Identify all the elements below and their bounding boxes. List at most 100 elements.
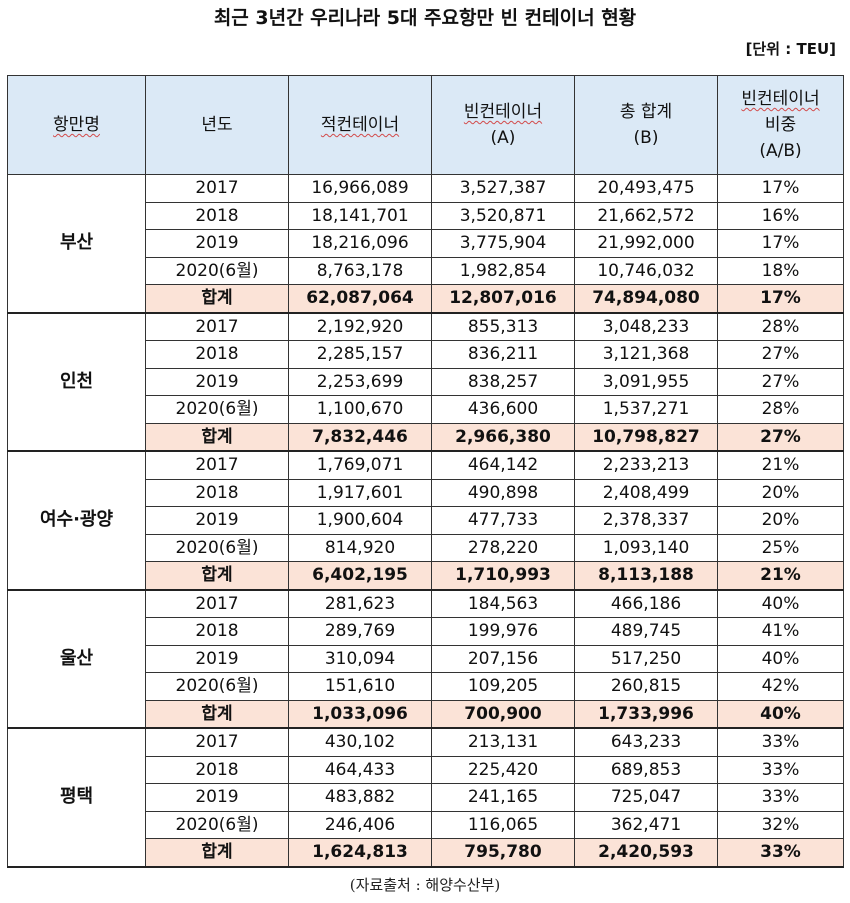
total-cell: 260,815 (574, 672, 718, 701)
table-row: 인천 2017 2,192,920 855,313 3,048,233 28% (7, 312, 844, 452)
full-cell: 18,141,701 (288, 201, 432, 230)
table-total-row: 합계 62,087,064 12,807,016 74,894,080 17% (8, 284, 844, 314)
empty-cell: 278,220 (431, 533, 575, 562)
total-cell: 3,048,233 (574, 312, 718, 341)
empty-cell: 199,976 (431, 617, 575, 646)
full-cell: 8,763,178 (288, 256, 432, 285)
ratio-cell: 16% (717, 201, 844, 230)
table-body: 부산 2017 16,966,089 3,527,387 20,493,475 17% 20… (7, 174, 844, 868)
year-cell: 2018 (145, 617, 289, 646)
empty-cell: 477,733 (431, 506, 575, 535)
ratio-cell: 42% (717, 672, 844, 701)
total-cell: 1,733,996 (574, 699, 718, 729)
total-cell: 8,113,188 (574, 561, 718, 591)
header-total: 총 합계 (B) (574, 75, 718, 175)
total-cell: 74,894,080 (574, 284, 718, 314)
empty-cell: 838,257 (431, 367, 575, 396)
ratio-cell: 20% (717, 478, 844, 507)
total-cell: 3,121,368 (574, 340, 718, 369)
total-cell: 1,093,140 (574, 533, 718, 562)
full-cell: 2,253,699 (288, 367, 432, 396)
table-row: 2018 1,917,601 490,898 2,408,499 20% (8, 478, 844, 507)
empty-cell: 2,966,380 (431, 422, 575, 452)
year-cell: 2018 (145, 340, 289, 369)
year-cell: 2019 (145, 644, 289, 673)
year-cell: 2019 (145, 506, 289, 535)
full-cell: 6,402,195 (288, 561, 432, 591)
full-cell: 18,216,096 (288, 229, 432, 258)
header-port: 항만명 (7, 75, 146, 175)
total-cell: 725,047 (574, 783, 718, 812)
empty-cell: 464,142 (431, 450, 575, 480)
year-cell: 합계 (145, 838, 289, 868)
header-full: 적컨테이너 (288, 75, 432, 175)
empty-cell: 436,600 (431, 395, 575, 424)
empty-cell: 1,710,993 (431, 561, 575, 591)
year-cell: 2020(6월) (145, 256, 289, 285)
port-name-cell: 평택 (7, 727, 146, 868)
ratio-cell: 21% (717, 450, 844, 480)
table-total-row: 합계 1,033,096 700,900 1,733,996 40% (8, 699, 844, 729)
full-cell: 7,832,446 (288, 422, 432, 452)
empty-cell: 700,900 (431, 699, 575, 729)
year-cell: 합계 (145, 422, 289, 452)
ratio-cell: 28% (717, 312, 844, 341)
year-cell: 합계 (145, 699, 289, 729)
table-total-row: 합계 6,402,195 1,710,993 8,113,188 21% (8, 561, 844, 591)
total-cell: 3,091,955 (574, 367, 718, 396)
full-cell: 1,917,601 (288, 478, 432, 507)
source-note: (자료출처 : 해양수산부) (349, 876, 501, 894)
empty-cell: 116,065 (431, 810, 575, 839)
empty-cell: 3,520,871 (431, 201, 575, 230)
year-cell: 2017 (145, 589, 289, 618)
empty-cell: 109,205 (431, 672, 575, 701)
full-cell: 1,769,071 (288, 450, 432, 480)
table-row: 2018 464,433 225,420 689,853 33% (8, 755, 844, 784)
year-cell: 2019 (145, 783, 289, 812)
ratio-cell: 33% (717, 727, 844, 757)
ratio-cell: 33% (717, 838, 844, 868)
table-row: 2019 483,882 241,165 725,047 33% (8, 783, 844, 812)
full-cell: 16,966,089 (288, 174, 432, 203)
full-cell: 246,406 (288, 810, 432, 839)
year-cell: 합계 (145, 561, 289, 591)
full-cell: 310,094 (288, 644, 432, 673)
total-cell: 10,798,827 (574, 422, 718, 452)
header-row: 항만명 년도 적컨테이너 빈컨테이너 (A) 총 합계 (B) 빈컨테이너 비중 (A/… (7, 75, 844, 175)
total-cell: 20,493,475 (574, 174, 718, 203)
total-cell: 21,992,000 (574, 229, 718, 258)
year-cell: 2017 (145, 727, 289, 757)
ratio-cell: 40% (717, 644, 844, 673)
port-name-cell: 여수·광양 (7, 450, 146, 591)
ratio-cell: 27% (717, 340, 844, 369)
ratio-cell: 21% (717, 561, 844, 591)
total-cell: 2,378,337 (574, 506, 718, 535)
table-row: 부산 2017 16,966,089 3,527,387 20,493,475 17% (7, 174, 844, 314)
table-row: 여수·광양 2017 1,769,071 464,142 2,233,213 21% (7, 450, 844, 591)
ratio-cell: 33% (717, 755, 844, 784)
full-cell: 483,882 (288, 783, 432, 812)
ratio-cell: 17% (717, 284, 844, 314)
ratio-cell: 40% (717, 589, 844, 618)
full-cell: 2,192,920 (288, 312, 432, 341)
total-cell: 689,853 (574, 755, 718, 784)
ratio-cell: 17% (717, 229, 844, 258)
empty-cell: 241,165 (431, 783, 575, 812)
ratio-cell: 40% (717, 699, 844, 729)
total-cell: 517,250 (574, 644, 718, 673)
ratio-cell: 32% (717, 810, 844, 839)
total-cell: 643,233 (574, 727, 718, 757)
ratio-cell: 20% (717, 506, 844, 535)
total-cell: 10,746,032 (574, 256, 718, 285)
full-cell: 1,624,813 (288, 838, 432, 868)
empty-cell: 795,780 (431, 838, 575, 868)
ratio-cell: 25% (717, 533, 844, 562)
empty-cell: 3,527,387 (431, 174, 575, 203)
table-row: 2018 289,769 199,976 489,745 41% (8, 617, 844, 646)
year-cell: 합계 (145, 284, 289, 314)
unit-label: [단위 : TEU] (745, 40, 836, 58)
total-cell: 21,662,572 (574, 201, 718, 230)
ratio-cell: 27% (717, 367, 844, 396)
year-cell: 2020(6월) (145, 533, 289, 562)
full-cell: 1,033,096 (288, 699, 432, 729)
